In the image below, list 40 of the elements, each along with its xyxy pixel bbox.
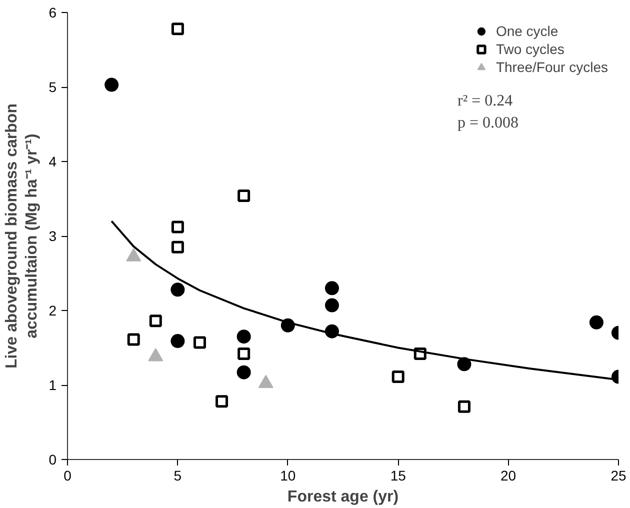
point	[414, 347, 426, 360]
annotation: r² = 0.24	[458, 92, 513, 110]
point	[170, 334, 185, 348]
y-tick-label: 3	[48, 228, 57, 244]
y-axis-title: Live aboveground biomass carbon accumultaion (Mg ha⁻¹ yr⁻¹)	[3, 104, 41, 368]
point	[171, 22, 184, 36]
point	[149, 314, 162, 328]
point	[171, 220, 184, 234]
annotation: p = 0.008	[458, 114, 519, 132]
point	[127, 333, 140, 346]
point	[238, 347, 250, 360]
y-tick-label: 6	[48, 4, 57, 20]
point	[236, 330, 251, 344]
y-tick-label: 0	[48, 452, 57, 468]
point	[589, 315, 604, 330]
y-tick-label: 1	[48, 377, 57, 393]
point	[171, 240, 184, 254]
x-tick-label: 0	[64, 468, 72, 484]
x-tick-label: 10	[280, 468, 296, 484]
legend-label: Two cycles	[496, 40, 564, 58]
point	[104, 78, 119, 92]
point	[238, 190, 250, 202]
point	[193, 336, 206, 349]
point	[324, 281, 339, 296]
legend-label: Three/Four cycles	[496, 58, 608, 76]
x-tick-label: 5	[174, 468, 182, 484]
x-tick-label: 25	[610, 468, 626, 484]
legend-label: One cycle	[496, 22, 558, 40]
point	[324, 298, 339, 312]
point	[216, 395, 228, 408]
point	[236, 365, 251, 380]
y-tick-label: 5	[48, 79, 57, 95]
point	[458, 400, 470, 413]
point	[392, 370, 404, 384]
point	[170, 282, 185, 297]
x-tick-label: 20	[500, 468, 516, 484]
x-tick-label: 15	[390, 468, 406, 484]
y-tick-label: 4	[48, 154, 57, 170]
x-axis-title: Forest age (yr)	[287, 488, 399, 506]
y-tick-label: 2	[48, 302, 57, 318]
